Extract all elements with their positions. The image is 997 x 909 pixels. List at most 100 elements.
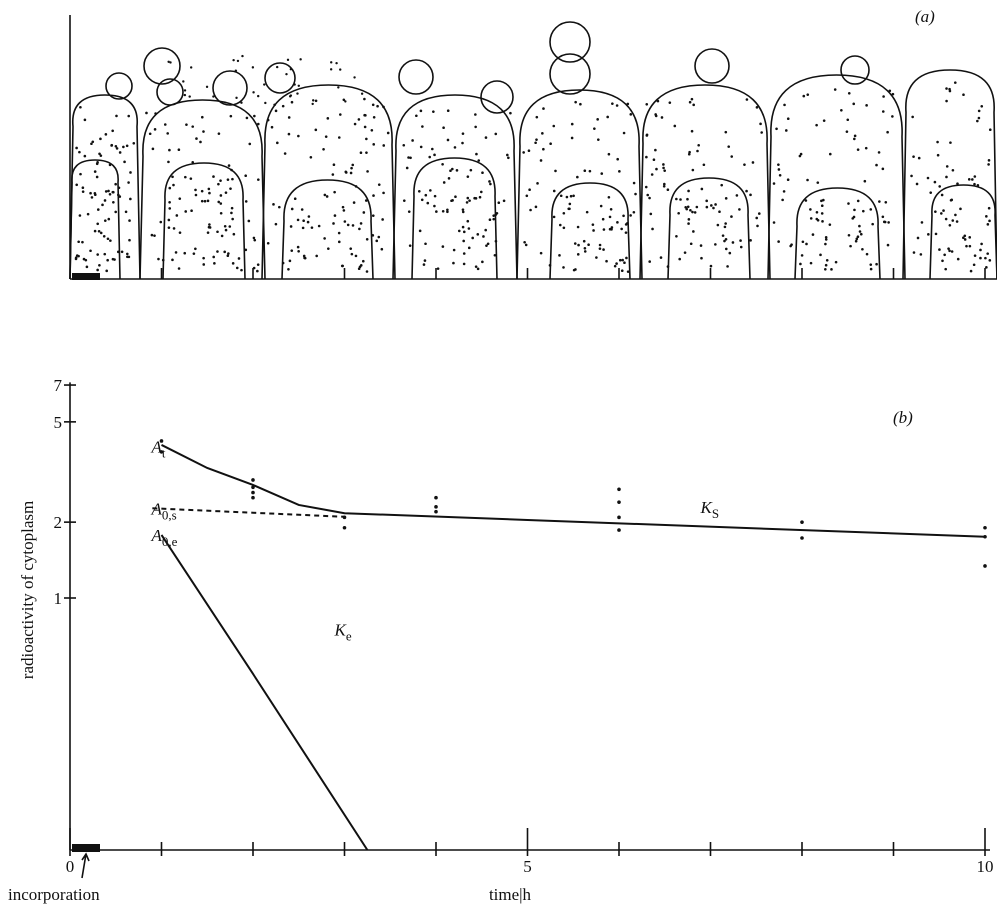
granule	[775, 127, 778, 131]
granule	[326, 117, 330, 120]
granule	[950, 250, 954, 253]
granule	[721, 234, 725, 237]
granule	[695, 205, 699, 209]
granule	[579, 102, 582, 106]
granule	[529, 208, 532, 212]
granule	[683, 251, 687, 254]
granule	[91, 140, 95, 144]
granule	[534, 141, 537, 145]
granule	[745, 98, 749, 101]
granule	[190, 209, 193, 212]
granule	[573, 242, 577, 245]
granule	[461, 132, 465, 135]
granule	[189, 66, 193, 69]
granule	[281, 104, 285, 108]
annotation-main: A	[151, 437, 163, 456]
granule	[853, 134, 857, 138]
granule	[451, 167, 454, 171]
granule	[424, 193, 428, 197]
granule	[112, 200, 115, 204]
granule	[847, 202, 850, 205]
granule	[973, 254, 977, 257]
granule	[830, 268, 833, 271]
granule	[78, 214, 82, 217]
granule	[234, 69, 238, 72]
y-tick-label: 2	[54, 513, 63, 532]
data-point	[434, 505, 438, 509]
granule	[488, 218, 492, 222]
granule	[724, 237, 728, 241]
granule	[576, 253, 580, 256]
granule	[177, 148, 181, 152]
panel-a-label: (a)	[915, 7, 935, 26]
granule	[202, 263, 206, 266]
granule	[75, 183, 79, 187]
granule	[977, 109, 981, 113]
granule	[840, 108, 843, 112]
granule	[615, 104, 619, 107]
granule	[122, 145, 125, 149]
granule	[228, 225, 232, 228]
granule	[178, 197, 182, 200]
granule	[372, 194, 375, 197]
granule	[357, 267, 361, 271]
granule	[645, 155, 648, 159]
granule	[777, 168, 781, 171]
granule	[365, 270, 369, 273]
granule	[854, 239, 858, 243]
granule	[985, 215, 988, 218]
granule	[755, 106, 759, 109]
granule	[688, 100, 692, 104]
granule	[342, 209, 346, 212]
granule	[212, 95, 215, 98]
granule	[525, 194, 529, 198]
granule	[335, 61, 338, 65]
granule	[910, 174, 913, 178]
granule	[819, 253, 822, 257]
granule	[687, 222, 690, 225]
x-note: incorporation	[8, 885, 100, 904]
granule	[986, 223, 990, 226]
data-point	[251, 485, 255, 490]
granule	[224, 228, 228, 232]
granule	[157, 257, 160, 261]
granule	[979, 248, 982, 252]
granule	[78, 150, 81, 154]
granule	[568, 202, 572, 206]
granule	[253, 238, 257, 242]
granule	[489, 182, 492, 186]
granule	[689, 208, 692, 212]
granule	[81, 190, 85, 193]
granule	[264, 101, 267, 105]
granule	[945, 87, 948, 90]
granule	[887, 221, 890, 224]
granule	[231, 262, 235, 265]
granule	[227, 252, 230, 255]
granule	[111, 129, 114, 133]
granule	[311, 102, 314, 106]
granule	[194, 193, 198, 197]
granule	[527, 149, 531, 153]
granule	[128, 238, 131, 242]
granule	[882, 95, 885, 98]
granule	[224, 191, 228, 194]
granule	[166, 132, 169, 135]
granule	[127, 181, 130, 184]
granule	[466, 175, 470, 178]
granule	[407, 210, 411, 213]
granule	[786, 117, 790, 121]
granule	[871, 222, 874, 226]
granule	[365, 151, 368, 154]
granule	[562, 266, 565, 269]
granule	[433, 194, 437, 198]
granule	[217, 200, 221, 204]
granule	[288, 259, 292, 263]
incorporation-bar	[72, 844, 100, 852]
granule	[486, 242, 490, 246]
granule	[962, 93, 965, 96]
granule	[109, 239, 112, 242]
granule	[815, 211, 819, 214]
granule	[208, 223, 211, 226]
granule	[231, 177, 234, 181]
granule	[188, 95, 191, 98]
